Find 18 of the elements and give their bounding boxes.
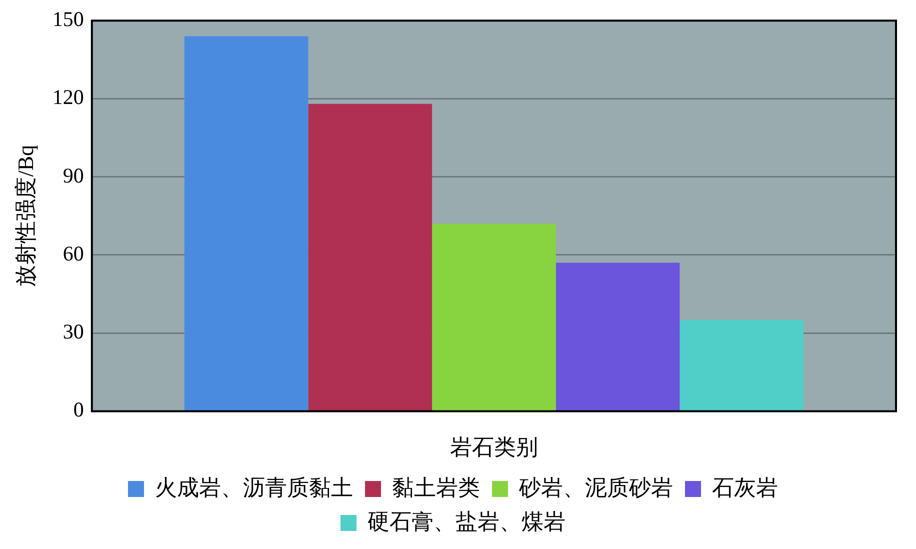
- bar: [556, 262, 680, 410]
- y-tick-label: 150: [52, 7, 84, 32]
- x-axis-title: 岩石类别: [450, 434, 538, 460]
- bar: [184, 36, 308, 410]
- legend-label: 黏土岩类: [392, 474, 480, 500]
- y-tick-label: 30: [62, 320, 84, 344]
- legend-label: 砂岩、泥质砂岩: [518, 474, 673, 500]
- bar: [680, 320, 804, 410]
- legend-label: 硬石膏、盐岩、煤岩: [368, 508, 566, 534]
- y-tick-label: 0: [73, 398, 84, 422]
- y-axis-title: 放射性强度/Bq: [12, 145, 38, 287]
- legend-label: 火成岩、沥青质黏土: [155, 474, 353, 500]
- bar: [308, 104, 432, 410]
- y-tick-label: 90: [62, 163, 84, 188]
- bar: [432, 224, 556, 410]
- y-tick-label: 120: [52, 85, 84, 110]
- legend-label: 石灰岩: [712, 474, 778, 500]
- y-tick-label: 60: [62, 241, 84, 266]
